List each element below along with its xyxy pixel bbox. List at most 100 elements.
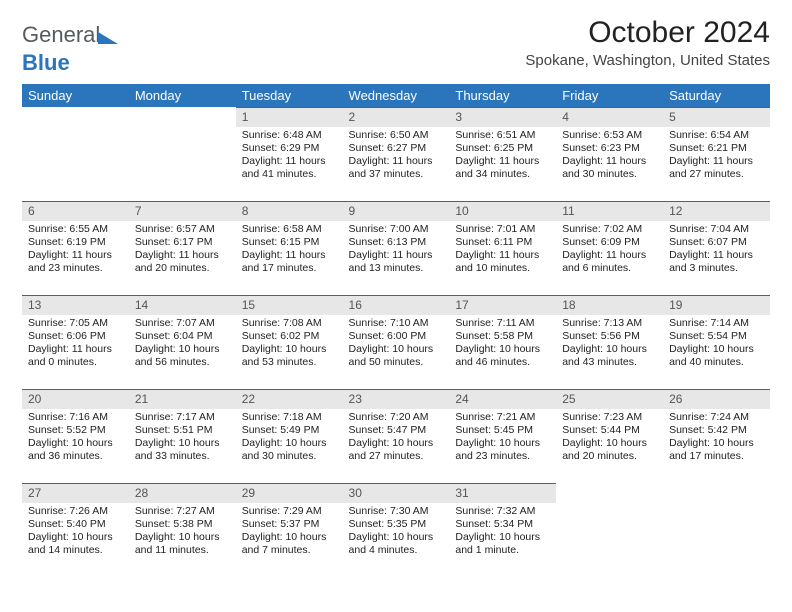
daylight-text: Daylight: 10 hours and 53 minutes. — [242, 343, 337, 369]
sunset-text: Sunset: 6:25 PM — [455, 142, 550, 155]
day-number: 20 — [22, 389, 129, 409]
sunset-text: Sunset: 5:54 PM — [669, 330, 764, 343]
day-details: Sunrise: 6:57 AMSunset: 6:17 PMDaylight:… — [129, 221, 236, 280]
day-details: Sunrise: 6:54 AMSunset: 6:21 PMDaylight:… — [663, 127, 770, 186]
calendar-day-cell: 29Sunrise: 7:29 AMSunset: 5:37 PMDayligh… — [236, 483, 343, 577]
calendar-day-cell — [663, 483, 770, 577]
calendar-week-row: 1Sunrise: 6:48 AMSunset: 6:29 PMDaylight… — [22, 107, 770, 201]
sunset-text: Sunset: 5:49 PM — [242, 424, 337, 437]
sunset-text: Sunset: 5:45 PM — [455, 424, 550, 437]
calendar-day-cell: 21Sunrise: 7:17 AMSunset: 5:51 PMDayligh… — [129, 389, 236, 483]
weekday-header: Tuesday — [236, 84, 343, 107]
day-number: 13 — [22, 295, 129, 315]
daylight-text: Daylight: 11 hours and 0 minutes. — [28, 343, 123, 369]
calendar-day-cell: 3Sunrise: 6:51 AMSunset: 6:25 PMDaylight… — [449, 107, 556, 201]
daylight-text: Daylight: 11 hours and 17 minutes. — [242, 249, 337, 275]
sunrise-text: Sunrise: 7:24 AM — [669, 411, 764, 424]
daylight-text: Daylight: 11 hours and 27 minutes. — [669, 155, 764, 181]
day-number: 16 — [343, 295, 450, 315]
day-number: 6 — [22, 201, 129, 221]
sunrise-text: Sunrise: 6:51 AM — [455, 129, 550, 142]
calendar-day-cell: 31Sunrise: 7:32 AMSunset: 5:34 PMDayligh… — [449, 483, 556, 577]
day-details: Sunrise: 7:02 AMSunset: 6:09 PMDaylight:… — [556, 221, 663, 280]
day-number: 12 — [663, 201, 770, 221]
brand-part2: Blue — [22, 50, 70, 75]
day-number: 17 — [449, 295, 556, 315]
day-number: 28 — [129, 483, 236, 503]
daylight-text: Daylight: 10 hours and 50 minutes. — [349, 343, 444, 369]
day-details: Sunrise: 7:29 AMSunset: 5:37 PMDaylight:… — [236, 503, 343, 562]
daylight-text: Daylight: 11 hours and 10 minutes. — [455, 249, 550, 275]
day-number: 25 — [556, 389, 663, 409]
day-number: 29 — [236, 483, 343, 503]
sunset-text: Sunset: 6:00 PM — [349, 330, 444, 343]
calendar-day-cell: 14Sunrise: 7:07 AMSunset: 6:04 PMDayligh… — [129, 295, 236, 389]
calendar-day-cell — [556, 483, 663, 577]
daylight-text: Daylight: 10 hours and 27 minutes. — [349, 437, 444, 463]
sunrise-text: Sunrise: 7:17 AM — [135, 411, 230, 424]
day-number: 27 — [22, 483, 129, 503]
daylight-text: Daylight: 11 hours and 6 minutes. — [562, 249, 657, 275]
brand-triangle-icon — [98, 24, 118, 50]
sunrise-text: Sunrise: 7:05 AM — [28, 317, 123, 330]
sunset-text: Sunset: 6:29 PM — [242, 142, 337, 155]
calendar-day-cell — [129, 107, 236, 201]
calendar-day-cell: 8Sunrise: 6:58 AMSunset: 6:15 PMDaylight… — [236, 201, 343, 295]
daylight-text: Daylight: 10 hours and 36 minutes. — [28, 437, 123, 463]
weekday-header: Friday — [556, 84, 663, 107]
sunset-text: Sunset: 5:58 PM — [455, 330, 550, 343]
day-number: 10 — [449, 201, 556, 221]
calendar-day-cell: 16Sunrise: 7:10 AMSunset: 6:00 PMDayligh… — [343, 295, 450, 389]
day-number: 31 — [449, 483, 556, 503]
page-header: General Blue October 2024 Spokane, Washi… — [22, 16, 770, 76]
sunset-text: Sunset: 5:44 PM — [562, 424, 657, 437]
calendar-day-cell: 25Sunrise: 7:23 AMSunset: 5:44 PMDayligh… — [556, 389, 663, 483]
weekday-header: Thursday — [449, 84, 556, 107]
sunrise-text: Sunrise: 7:14 AM — [669, 317, 764, 330]
calendar-day-cell: 15Sunrise: 7:08 AMSunset: 6:02 PMDayligh… — [236, 295, 343, 389]
weekday-header: Saturday — [663, 84, 770, 107]
sunrise-text: Sunrise: 7:26 AM — [28, 505, 123, 518]
day-details: Sunrise: 7:10 AMSunset: 6:00 PMDaylight:… — [343, 315, 450, 374]
sunset-text: Sunset: 6:21 PM — [669, 142, 764, 155]
day-number: 8 — [236, 201, 343, 221]
daylight-text: Daylight: 10 hours and 30 minutes. — [242, 437, 337, 463]
daylight-text: Daylight: 10 hours and 7 minutes. — [242, 531, 337, 557]
daylight-text: Daylight: 10 hours and 1 minute. — [455, 531, 550, 557]
sunrise-text: Sunrise: 7:07 AM — [135, 317, 230, 330]
brand-name: General Blue — [22, 22, 118, 76]
day-number: 4 — [556, 107, 663, 127]
day-details: Sunrise: 7:14 AMSunset: 5:54 PMDaylight:… — [663, 315, 770, 374]
sunset-text: Sunset: 5:56 PM — [562, 330, 657, 343]
sunrise-text: Sunrise: 7:08 AM — [242, 317, 337, 330]
calendar-header-row: SundayMondayTuesdayWednesdayThursdayFrid… — [22, 84, 770, 107]
day-details: Sunrise: 7:21 AMSunset: 5:45 PMDaylight:… — [449, 409, 556, 468]
sunset-text: Sunset: 5:51 PM — [135, 424, 230, 437]
calendar-day-cell: 12Sunrise: 7:04 AMSunset: 6:07 PMDayligh… — [663, 201, 770, 295]
calendar-day-cell: 4Sunrise: 6:53 AMSunset: 6:23 PMDaylight… — [556, 107, 663, 201]
day-number: 26 — [663, 389, 770, 409]
daylight-text: Daylight: 10 hours and 56 minutes. — [135, 343, 230, 369]
daylight-text: Daylight: 10 hours and 46 minutes. — [455, 343, 550, 369]
day-number: 9 — [343, 201, 450, 221]
sunrise-text: Sunrise: 7:27 AM — [135, 505, 230, 518]
calendar-day-cell: 28Sunrise: 7:27 AMSunset: 5:38 PMDayligh… — [129, 483, 236, 577]
daylight-text: Daylight: 11 hours and 41 minutes. — [242, 155, 337, 181]
calendar-week-row: 20Sunrise: 7:16 AMSunset: 5:52 PMDayligh… — [22, 389, 770, 483]
daylight-text: Daylight: 10 hours and 43 minutes. — [562, 343, 657, 369]
sunrise-text: Sunrise: 7:18 AM — [242, 411, 337, 424]
day-details: Sunrise: 7:30 AMSunset: 5:35 PMDaylight:… — [343, 503, 450, 562]
calendar-day-cell: 23Sunrise: 7:20 AMSunset: 5:47 PMDayligh… — [343, 389, 450, 483]
day-details: Sunrise: 7:05 AMSunset: 6:06 PMDaylight:… — [22, 315, 129, 374]
sunrise-text: Sunrise: 7:04 AM — [669, 223, 764, 236]
day-number: 7 — [129, 201, 236, 221]
sunset-text: Sunset: 6:27 PM — [349, 142, 444, 155]
daylight-text: Daylight: 11 hours and 37 minutes. — [349, 155, 444, 181]
calendar-day-cell: 2Sunrise: 6:50 AMSunset: 6:27 PMDaylight… — [343, 107, 450, 201]
calendar-day-cell: 7Sunrise: 6:57 AMSunset: 6:17 PMDaylight… — [129, 201, 236, 295]
sunrise-text: Sunrise: 7:00 AM — [349, 223, 444, 236]
daylight-text: Daylight: 11 hours and 13 minutes. — [349, 249, 444, 275]
day-details: Sunrise: 7:04 AMSunset: 6:07 PMDaylight:… — [663, 221, 770, 280]
calendar-day-cell: 17Sunrise: 7:11 AMSunset: 5:58 PMDayligh… — [449, 295, 556, 389]
sunrise-text: Sunrise: 6:58 AM — [242, 223, 337, 236]
